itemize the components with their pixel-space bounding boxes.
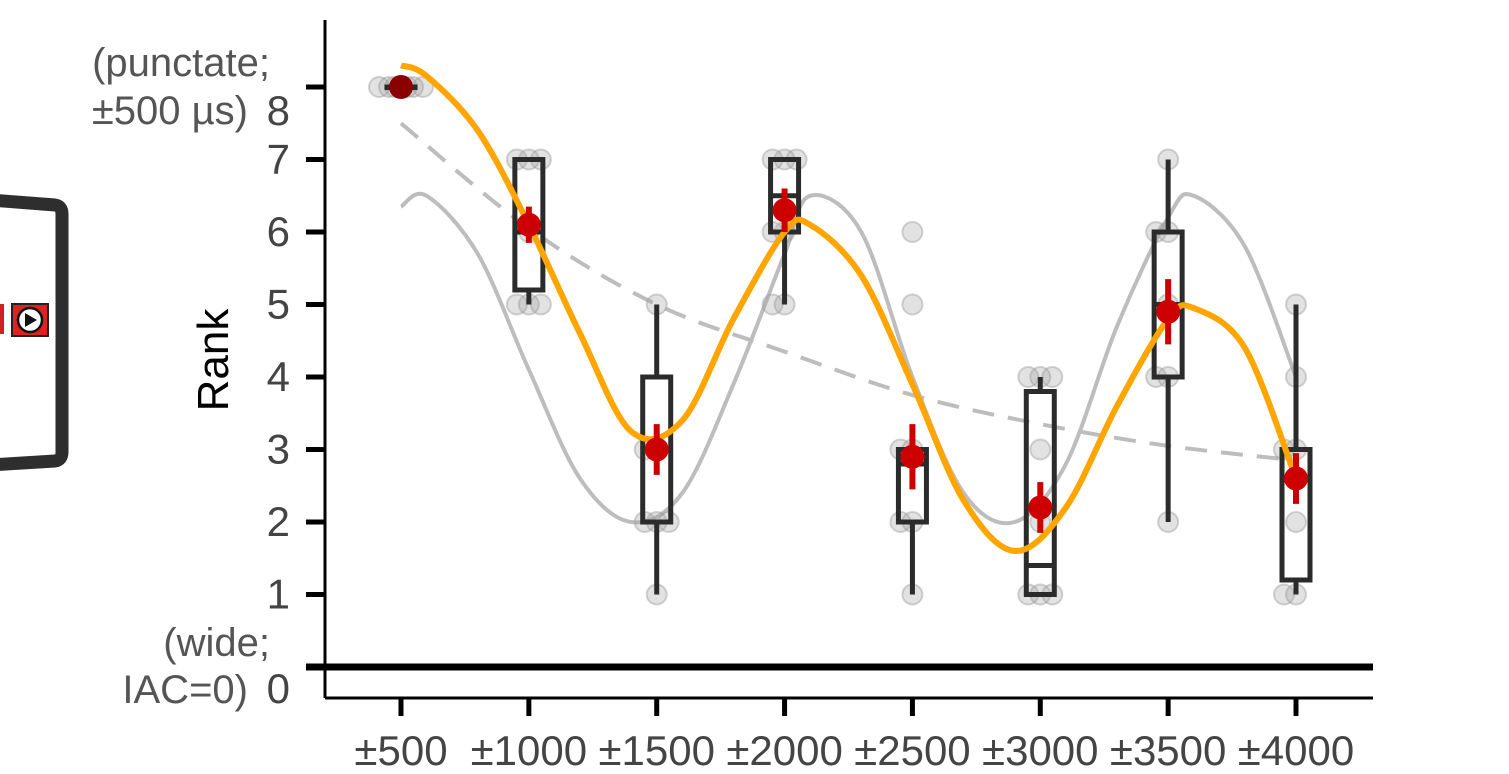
y-axis-label: Rank bbox=[189, 308, 238, 412]
inset-panel bbox=[0, 194, 69, 471]
raw-point bbox=[1041, 366, 1064, 388]
dashed-fit-curve bbox=[399, 121, 1297, 463]
y-tick-label-5: 5 bbox=[267, 281, 290, 328]
raw-point bbox=[901, 293, 924, 316]
mean-point bbox=[772, 198, 797, 223]
inset-panel-frame bbox=[0, 194, 69, 471]
play-icon bbox=[25, 313, 37, 327]
x-tick-label-0: ±500 bbox=[354, 727, 447, 774]
orange-fit-curve bbox=[399, 62, 1299, 554]
x-tick-label-1: ±1000 bbox=[471, 727, 587, 774]
x-tick-label-2: ±1500 bbox=[598, 727, 714, 774]
raw-point bbox=[529, 293, 552, 316]
y-tick-label-8: 8 bbox=[267, 87, 290, 134]
mean-point bbox=[1028, 495, 1053, 520]
box-iqr bbox=[1023, 389, 1057, 597]
y-tick-label-4: 4 bbox=[267, 353, 290, 400]
x-tick-label-7: ±4000 bbox=[1238, 727, 1354, 774]
inset-marker-left bbox=[0, 304, 4, 334]
y-annotation-bottom-line1: (wide; bbox=[163, 621, 270, 665]
means bbox=[389, 62, 1308, 554]
raw-point bbox=[1017, 366, 1040, 388]
raw-point bbox=[901, 221, 924, 243]
raw-point bbox=[1273, 583, 1295, 606]
mean-point bbox=[516, 212, 541, 237]
x-tick-label-3: ±2000 bbox=[726, 727, 842, 774]
mean-point bbox=[389, 75, 413, 99]
x-tick-label-4: ±2500 bbox=[854, 727, 970, 774]
mean-point bbox=[644, 437, 669, 462]
x-tick-label-5: ±3000 bbox=[982, 727, 1098, 774]
y-annotation-bottom-line2: IAC=0) bbox=[122, 668, 248, 712]
raw-point bbox=[505, 293, 528, 316]
y-tick-label-1: 1 bbox=[267, 571, 290, 618]
raw-point bbox=[1029, 438, 1052, 461]
mean-point bbox=[1284, 466, 1308, 491]
box-iqr bbox=[512, 157, 546, 293]
x-tick-label-6: ±3500 bbox=[1110, 727, 1226, 774]
raw-point bbox=[761, 293, 784, 316]
y-tick-label-0: 0 bbox=[267, 665, 290, 712]
raw-point bbox=[1285, 511, 1307, 533]
y-tick-label-6: 6 bbox=[267, 208, 290, 255]
axes: 1 2 3 4 5 6 78 0 ±500 ±1000 ±1500 ±2000 ±2500 ±3000 ±3… bbox=[267, 20, 1373, 774]
y-annotation-top-line2: ±500 µs) bbox=[92, 89, 248, 133]
y-tick-label-2: 2 bbox=[267, 498, 290, 545]
y-tick-label-7: 7 bbox=[267, 136, 290, 183]
y-annotation-top-line1: (punctate; bbox=[92, 41, 270, 85]
mean-point bbox=[900, 444, 925, 469]
mean-point bbox=[1156, 299, 1181, 324]
y-tick-label-3: 3 bbox=[267, 426, 290, 473]
